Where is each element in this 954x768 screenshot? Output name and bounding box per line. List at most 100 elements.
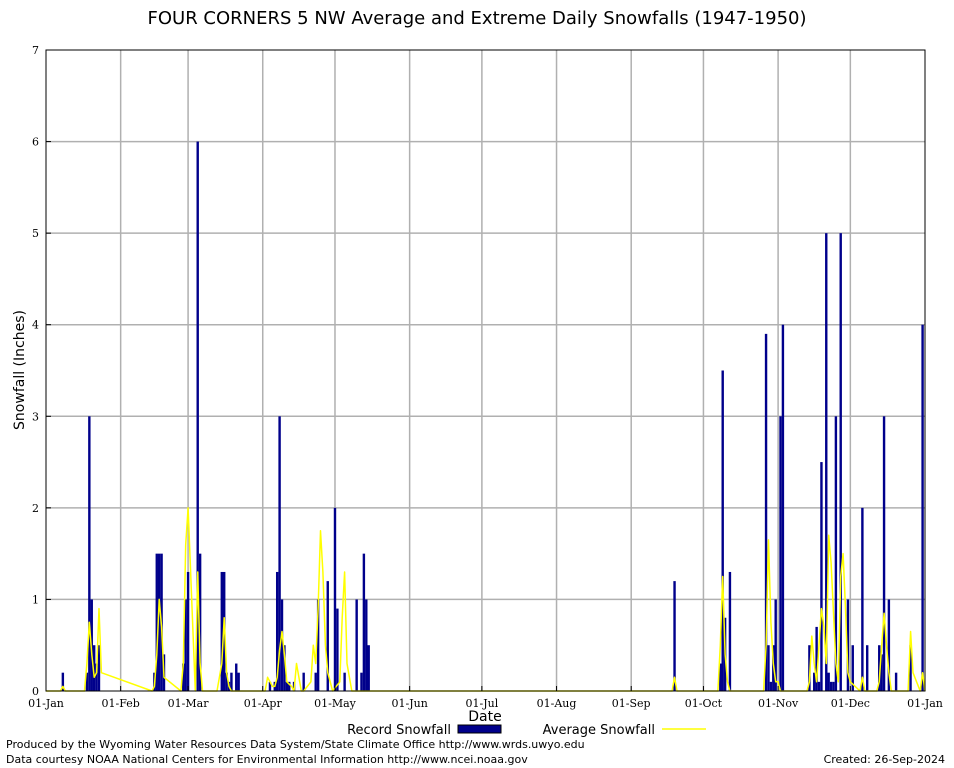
- x-tick-label: 01-Jun: [391, 697, 427, 710]
- record-snowfall-bar: [673, 581, 676, 691]
- footer-created-date: Created: 26-Sep-2024: [823, 753, 945, 766]
- record-snowfall-bar: [333, 507, 337, 691]
- record-snowfall-bar: [719, 663, 722, 691]
- y-tick-label: 3: [32, 410, 39, 423]
- y-tick-label: 7: [32, 44, 39, 57]
- record-snowfall-bar: [825, 233, 828, 691]
- record-snowfall-bar: [314, 672, 317, 691]
- x-tick-label: 01-Feb: [102, 697, 140, 710]
- plot-frame: [45, 49, 926, 692]
- x-tick-label: 01-Aug: [537, 697, 577, 710]
- x-tick-label: 01-Apr: [244, 697, 283, 710]
- x-tick-label: 01-Jul: [466, 697, 499, 710]
- y-tick-label: 1: [32, 593, 39, 606]
- record-snowfall-bar: [235, 663, 238, 691]
- record-snowfall-bar: [283, 645, 286, 691]
- x-tick-label: 01-Oct: [685, 697, 723, 710]
- record-snowfall-bar: [779, 416, 782, 691]
- record-snowfall-bar: [184, 599, 187, 691]
- record-snowfall-bar: [764, 333, 768, 691]
- record-snowfall-bar: [909, 645, 912, 691]
- legend-swatch-record: [457, 724, 502, 734]
- average-snowfall-line: [46, 507, 926, 692]
- record-snowfall-bar: [225, 672, 228, 691]
- y-axis-ticks: 0 1 2 3 4 5 6 7: [32, 44, 51, 698]
- y-tick-label: 6: [32, 136, 39, 149]
- x-tick-label: 01-Sep: [612, 697, 651, 710]
- record-snowfall-bar: [196, 141, 199, 692]
- x-tick-label: 01-Nov: [758, 697, 799, 710]
- record-snowfall-bar: [728, 571, 732, 691]
- record-snowfall-bar: [88, 416, 91, 691]
- record-snowfall-bar: [285, 681, 289, 691]
- y-tick-label: 0: [32, 685, 39, 698]
- grid-lines: [46, 50, 925, 691]
- y-tick-label: 2: [32, 502, 39, 515]
- record-snowfall-bar: [288, 681, 291, 691]
- x-tick-label: 01-Mar: [168, 697, 210, 710]
- record-snowfall-bar: [774, 599, 777, 691]
- record-snowfall-bar: [336, 608, 339, 691]
- record-snowfall-bar: [827, 672, 830, 691]
- x-axis-ticks: 01-Jan 01-Feb 01-Mar 01-Apr 01-May 01-Jun 01-J…: [28, 686, 943, 710]
- record-snowfall-bar: [887, 599, 891, 691]
- y-axis-label: Snowfall (Inches): [12, 310, 28, 430]
- record-snowfall-bar: [815, 626, 818, 691]
- record-snowfall-bar: [851, 645, 854, 691]
- record-snowfall-bar: [813, 672, 816, 691]
- record-snowfall-bar: [829, 681, 833, 691]
- record-snowfall-bar: [280, 599, 284, 691]
- chart-title: FOUR CORNERS 5 NW Average and Extreme Da…: [147, 8, 807, 29]
- record-snowfall-bar: [362, 553, 366, 691]
- record-snowfall-bar: [839, 233, 842, 691]
- record-snowfall-bar: [275, 571, 279, 691]
- x-tick-label: 01-Jan: [907, 697, 943, 710]
- x-tick-label: 01-Jan: [28, 697, 64, 710]
- record-snowfall-bar: [355, 599, 358, 691]
- record-snowfall-bar: [817, 681, 821, 691]
- record-snowfall-bar: [767, 645, 770, 691]
- record-snowfall-bar: [92, 645, 96, 691]
- average-snowfall-line-group: [46, 507, 926, 692]
- record-snowfall-bar: [846, 599, 850, 691]
- record-snowfall-bar: [769, 681, 773, 691]
- record-snowfall-bar: [157, 553, 161, 691]
- record-snowfall-bar: [182, 663, 185, 691]
- x-tick-label: 01-Dec: [831, 697, 870, 710]
- record-snowfall-bar: [882, 416, 886, 691]
- record-snowfall-bar: [198, 553, 202, 691]
- record-snowfall-bar: [343, 672, 346, 691]
- record-snowfall-bar: [367, 645, 370, 691]
- record-snowfall-bar: [781, 324, 785, 691]
- record-snowfall-bar: [155, 553, 158, 691]
- record-snowfall-bar: [97, 645, 101, 691]
- record-snowfall-bar: [85, 672, 89, 691]
- y-tick-label: 4: [32, 319, 39, 332]
- record-snowfall-bar: [865, 645, 869, 691]
- record-snowfall-bar: [365, 599, 368, 691]
- footer-credit-ncei: Data courtesy NOAA National Centers for …: [6, 753, 528, 766]
- footer-credit-wrds: Produced by the Wyoming Water Resources …: [6, 738, 585, 751]
- record-snowfall-bar: [278, 416, 281, 691]
- x-tick-label: 01-May: [314, 697, 357, 710]
- x-axis-label: Date: [468, 709, 501, 725]
- record-snowfall-bar: [61, 672, 65, 691]
- record-snowfall-bar: [820, 462, 823, 691]
- record-snowfall-bar: [861, 507, 864, 691]
- record-snowfall-bar: [237, 672, 240, 691]
- record-snowfall-bars: [61, 141, 924, 692]
- legend-label-average: Average Snowfall: [543, 723, 655, 738]
- legend: Record Snowfall Average Snowfall: [347, 723, 706, 738]
- record-snowfall-bar: [230, 672, 233, 691]
- record-snowfall-bar: [268, 681, 272, 691]
- record-snowfall-bar: [316, 599, 320, 691]
- record-snowfall-bar: [721, 370, 724, 691]
- record-snowfall-bar: [220, 571, 224, 691]
- record-snowfall-bar: [832, 681, 835, 691]
- record-snowfall-bar: [186, 571, 190, 691]
- record-snowfall-bar: [880, 654, 883, 691]
- record-snowfall-bar: [302, 672, 305, 691]
- record-snowfall-bar: [360, 672, 363, 691]
- record-snowfall-bar: [894, 672, 898, 691]
